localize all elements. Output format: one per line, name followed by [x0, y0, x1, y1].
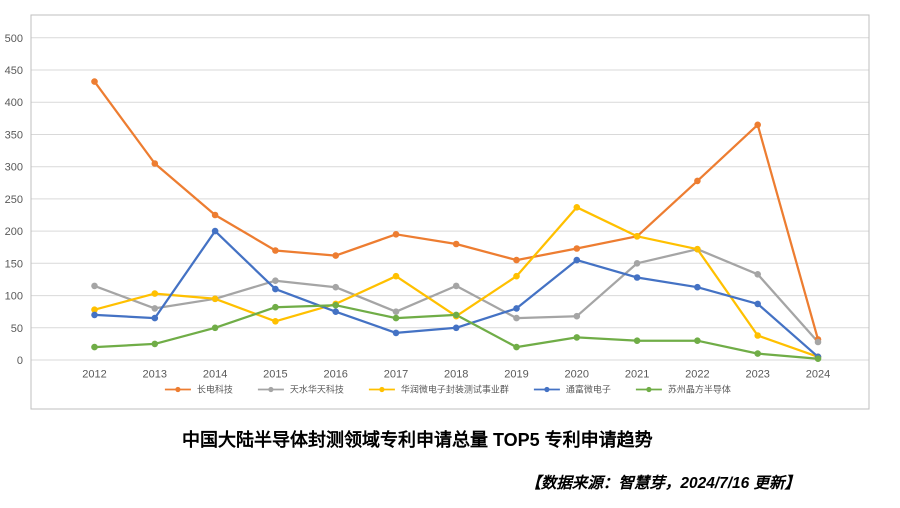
svg-text:2014: 2014 [203, 369, 227, 381]
svg-text:华润微电子封装测试事业群: 华润微电子封装测试事业群 [401, 384, 509, 395]
svg-text:2018: 2018 [444, 369, 468, 381]
svg-text:300: 300 [5, 162, 23, 174]
svg-text:2016: 2016 [323, 369, 347, 381]
svg-text:450: 450 [5, 65, 23, 77]
svg-text:2024: 2024 [806, 369, 830, 381]
svg-text:250: 250 [5, 194, 23, 206]
svg-text:350: 350 [5, 130, 23, 142]
svg-text:100: 100 [5, 291, 23, 303]
svg-text:2013: 2013 [143, 369, 167, 381]
svg-text:50: 50 [11, 323, 23, 335]
svg-text:500: 500 [5, 33, 23, 45]
svg-text:2023: 2023 [745, 369, 769, 381]
svg-text:长电科技: 长电科技 [197, 384, 233, 395]
svg-text:200: 200 [5, 226, 23, 238]
svg-text:2017: 2017 [384, 369, 408, 381]
svg-text:通富微电子: 通富微电子 [566, 384, 611, 395]
svg-text:2012: 2012 [82, 369, 106, 381]
svg-text:中国大陆半导体封测领域专利申请总量 TOP5 专利申请趋势: 中国大陆半导体封测领域专利申请总量 TOP5 专利申请趋势 [182, 429, 653, 450]
svg-text:2020: 2020 [565, 369, 589, 381]
svg-text:0: 0 [17, 355, 23, 367]
svg-text:2015: 2015 [263, 369, 287, 381]
svg-text:400: 400 [5, 97, 23, 109]
svg-text:【数据来源：智慧芽，2024/7/16 更新】: 【数据来源：智慧芽，2024/7/16 更新】 [525, 474, 800, 492]
svg-text:天水华天科技: 天水华天科技 [290, 384, 344, 395]
svg-text:150: 150 [5, 258, 23, 270]
svg-text:2019: 2019 [504, 369, 528, 381]
svg-text:2022: 2022 [685, 369, 709, 381]
svg-text:2021: 2021 [625, 369, 649, 381]
svg-text:苏州晶方半导体: 苏州晶方半导体 [668, 384, 731, 395]
